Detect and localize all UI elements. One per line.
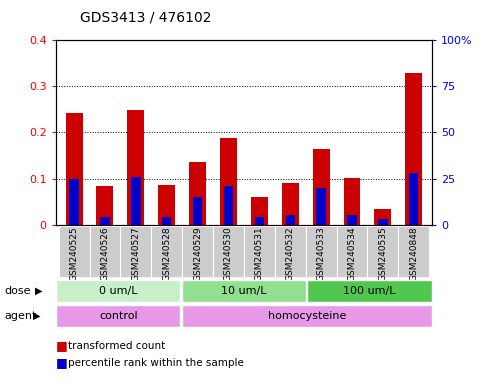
Bar [100,217,110,225]
Bar [70,179,79,225]
Bar [189,162,206,225]
Text: GSM240533: GSM240533 [317,226,326,281]
Text: GSM240530: GSM240530 [224,226,233,281]
Text: ■: ■ [56,356,67,369]
Bar [120,226,151,277]
Bar [151,226,182,277]
Text: GSM240532: GSM240532 [286,226,295,281]
Bar [307,280,432,302]
Bar [56,280,181,302]
Bar [405,73,422,225]
Bar [182,280,306,302]
Text: GSM240531: GSM240531 [255,226,264,281]
Bar [97,186,114,225]
Text: GSM240526: GSM240526 [100,226,110,281]
Bar [158,185,175,225]
Bar [128,110,144,225]
Bar [337,226,368,277]
Bar [220,139,237,225]
Bar [374,209,391,225]
Bar [182,305,432,327]
Text: ▶: ▶ [35,286,43,296]
Bar [162,217,171,225]
Bar [368,226,398,277]
Text: 100 um/L: 100 um/L [343,286,396,296]
Bar [255,217,264,225]
Text: GDS3413 / 476102: GDS3413 / 476102 [80,11,211,25]
Text: dose: dose [5,286,31,296]
Bar [306,226,337,277]
Text: GSM240535: GSM240535 [378,226,387,281]
Text: 0 um/L: 0 um/L [99,286,138,296]
Text: GSM240527: GSM240527 [131,226,141,281]
Bar [131,177,141,225]
Text: ■: ■ [56,339,67,352]
Text: GSM240534: GSM240534 [347,226,356,281]
Bar [56,305,181,327]
Text: control: control [99,311,138,321]
Text: GSM240529: GSM240529 [193,226,202,281]
Text: homocysteine: homocysteine [268,311,346,321]
Bar [285,215,295,225]
Text: GSM240525: GSM240525 [70,226,79,281]
Text: 10 um/L: 10 um/L [221,286,267,296]
Bar [193,197,202,225]
Text: transformed count: transformed count [68,341,165,351]
Bar [282,183,298,225]
Bar [89,226,120,277]
Bar [213,226,244,277]
Text: agent: agent [5,311,37,321]
Text: percentile rank within the sample: percentile rank within the sample [68,358,243,368]
Bar [409,173,418,225]
Text: ▶: ▶ [33,311,41,321]
Bar [347,215,356,225]
Bar [224,186,233,225]
Bar [251,197,268,225]
Bar [398,226,429,277]
Bar [275,226,306,277]
Text: GSM240848: GSM240848 [409,226,418,281]
Bar [66,113,83,225]
Bar [182,226,213,277]
Bar [378,219,387,225]
Text: GSM240528: GSM240528 [162,226,171,281]
Bar [316,188,326,225]
Bar [244,226,275,277]
Bar [58,226,89,277]
Bar [343,178,360,225]
Bar [313,149,329,225]
